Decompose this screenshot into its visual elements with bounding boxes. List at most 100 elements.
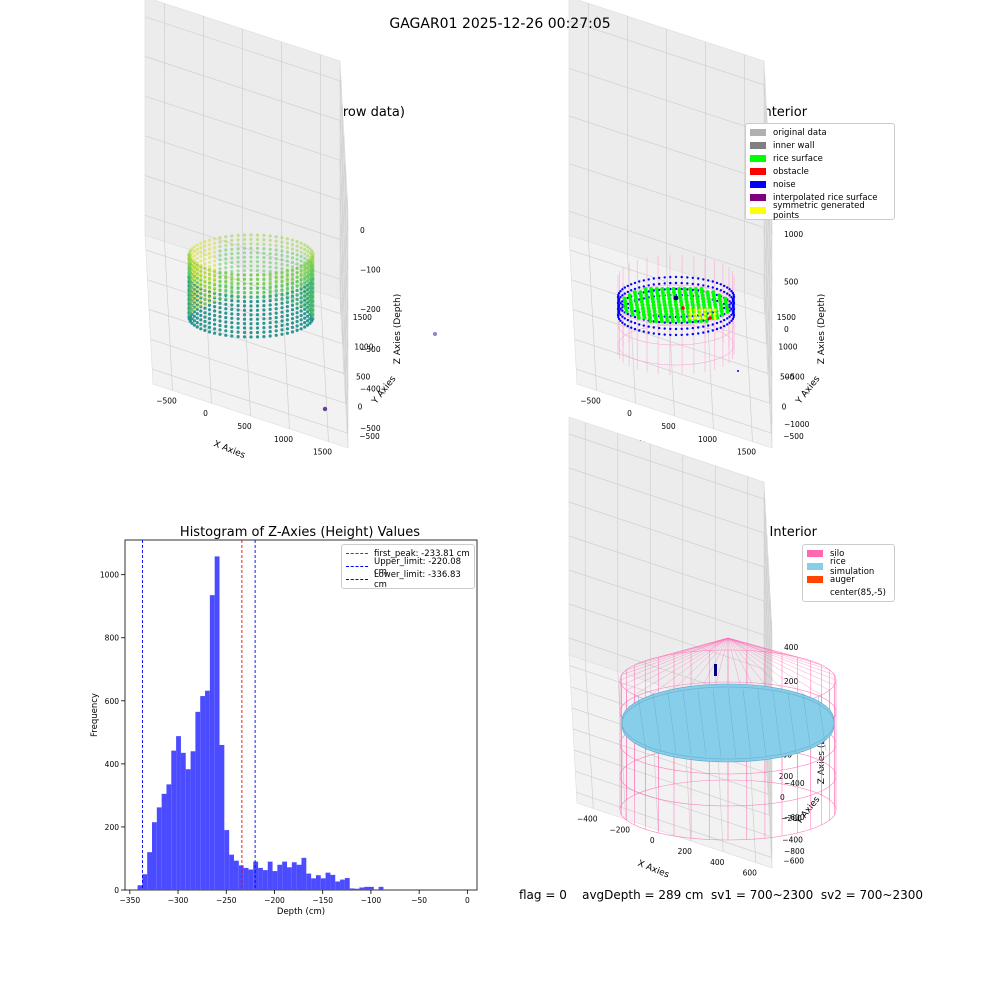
rice-surface-point: [639, 299, 644, 304]
noise-point: [638, 329, 641, 332]
noise-point: [691, 326, 694, 330]
scatter-point: [299, 272, 303, 276]
legend-item: first_peak: -233.81 cm: [346, 547, 470, 560]
outlier-point: [433, 332, 437, 336]
scatter-point: [295, 288, 299, 292]
scatter-point: [207, 247, 212, 251]
histogram-bar: [147, 852, 152, 890]
x-tick-label: 1000: [274, 435, 293, 444]
scatter-point: [224, 288, 228, 292]
rice-surface-point: [649, 290, 654, 295]
rice-surface-point: [690, 299, 695, 304]
scatter-point: [268, 283, 272, 287]
scatter-point: [236, 256, 240, 260]
scatter-point: [285, 318, 289, 322]
scatter-point: [290, 265, 295, 269]
scatter-point: [213, 237, 217, 241]
scatter-point: [230, 269, 234, 273]
rice-surface-point: [689, 296, 694, 301]
scatter-point: [262, 304, 266, 308]
scatter-point: [203, 288, 207, 292]
surface-mesh: [712, 689, 722, 757]
obstacle-point: [708, 316, 712, 320]
histogram-bar: [296, 864, 302, 890]
surface-mesh: [787, 692, 797, 754]
legend-item: rice surface: [750, 152, 890, 165]
rice-surface-point: [695, 299, 700, 304]
y-tick-label: 600: [105, 697, 120, 706]
scatter-point: [274, 302, 278, 306]
scatter-point: [224, 235, 228, 239]
scatter-point: [207, 287, 212, 291]
scatter-point: [203, 324, 207, 328]
scatter-point: [290, 303, 295, 307]
rice-surface-point: [725, 309, 730, 314]
grid-line: [339, 80, 349, 230]
scatter-point: [268, 243, 272, 247]
noise-point: [617, 309, 621, 313]
scatter-point: [262, 269, 266, 273]
rice-surface-point: [641, 312, 646, 317]
rice-surface-point: [656, 299, 661, 304]
grid-line: [568, 115, 765, 181]
scatter-point: [249, 317, 253, 321]
grid-line: [339, 160, 349, 310]
scatter-point: [255, 282, 260, 286]
scatter-point: [268, 274, 272, 278]
rice-surface-point: [627, 293, 632, 298]
noise-point: [711, 286, 714, 289]
scatter-point: [255, 326, 260, 330]
rice-surface-point: [658, 309, 663, 314]
noise-point: [731, 317, 735, 321]
noise-point: [711, 329, 714, 332]
rice-surface-point: [668, 306, 673, 311]
rice-surface-point: [663, 306, 668, 311]
noise-point: [623, 323, 626, 326]
legend-label: first_peak: -233.81 cm: [374, 548, 470, 559]
scatter-point: [299, 322, 303, 326]
rice-surface-point: [677, 287, 682, 291]
scatter-point: [230, 261, 234, 265]
grid-line: [339, 239, 349, 389]
scatter-point: [203, 311, 207, 315]
scatter-point: [207, 251, 212, 255]
scatter-point: [207, 238, 212, 242]
noise-point: [680, 321, 683, 325]
symmetric-point: [698, 312, 702, 316]
noise-point: [726, 323, 729, 326]
noise-point: [630, 320, 633, 323]
scatter-point: [290, 278, 295, 282]
rice-surface-point: [642, 315, 647, 320]
scatter-point: [280, 271, 284, 275]
scatter-point: [192, 263, 196, 267]
x-tick-label: 200: [678, 847, 693, 856]
scatter-point: [203, 257, 207, 261]
scatter-point: [199, 281, 203, 285]
scatter-point: [306, 258, 310, 262]
scatter-point: [262, 256, 266, 260]
scatter-point: [230, 299, 234, 303]
scatter-point: [255, 260, 260, 264]
scatter-point: [268, 330, 272, 334]
scatter-point: [299, 309, 303, 313]
rice-surface-point: [636, 315, 641, 320]
scatter-point: [299, 246, 303, 250]
scatter-point: [192, 258, 196, 262]
scatter-point: [192, 249, 196, 253]
grid-line: [568, 210, 765, 276]
scatter-point: [224, 266, 228, 270]
scatter-point: [290, 321, 295, 325]
symmetric-point: [688, 316, 692, 320]
scatter-point: [306, 307, 310, 311]
x-axis-label: X Axies: [212, 439, 247, 461]
scatter-point: [280, 284, 284, 288]
scatter-point: [249, 282, 253, 286]
noise-point: [617, 315, 620, 319]
noise-point: [663, 282, 666, 285]
scatter-point: [236, 264, 240, 268]
grid-line: [144, 135, 341, 201]
noise-point: [638, 280, 641, 283]
x-tick-label: −200: [609, 825, 630, 834]
legend-item: rice simulation: [807, 557, 890, 577]
scatter-point: [218, 244, 222, 249]
